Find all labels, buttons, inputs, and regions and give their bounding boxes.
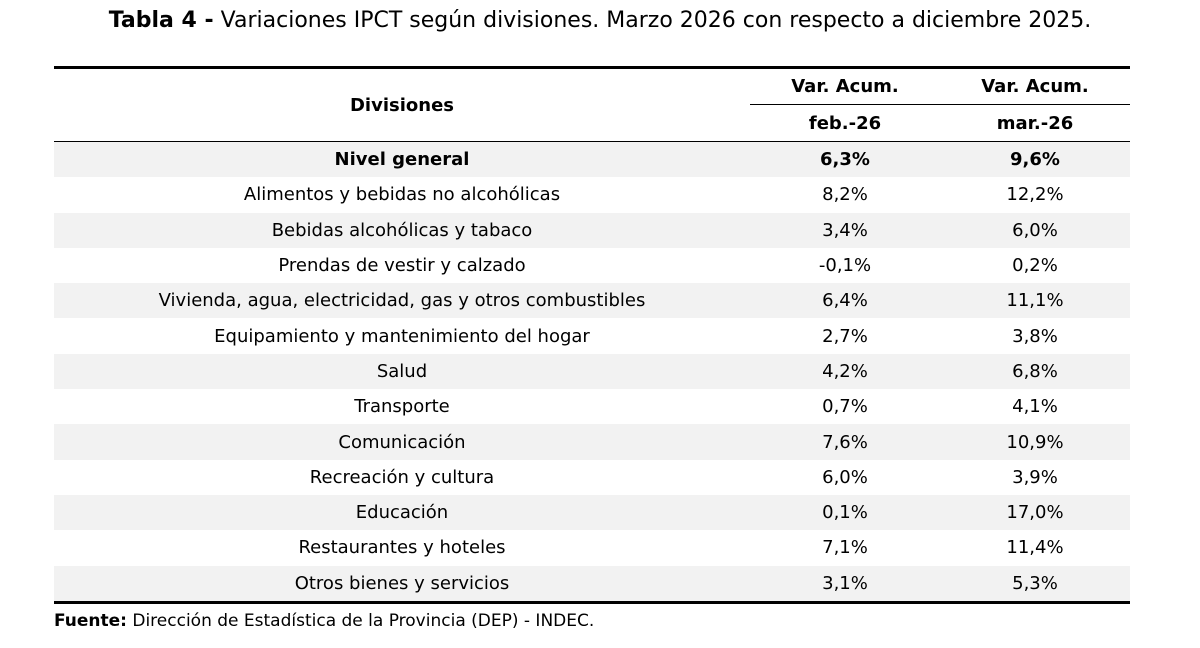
table-top-rule — [54, 66, 1130, 69]
ipct-table: Divisiones Var. Acum. Var. Acum. feb.-26… — [54, 69, 1130, 604]
value-feb: 7,1% — [822, 537, 868, 559]
table-row: Recreación y cultura 6,0% 3,9% — [54, 460, 1130, 495]
division-name: Equipamiento y mantenimiento del hogar — [214, 325, 590, 347]
value-feb: 7,6% — [750, 424, 940, 460]
value-mar: 5,3% — [940, 565, 1130, 604]
table-row: Otros bienes y servicios 3,1% 5,3% — [54, 565, 1130, 604]
table-row: Restaurantes y hoteles 7,1% 11,4% — [54, 530, 1130, 565]
table-row: Salud 4,2% 6,8% — [54, 353, 1130, 390]
value-mar: 11,1% — [940, 283, 1130, 319]
table-title: Tabla 4 - Variaciones IPCT según divisio… — [0, 4, 1200, 38]
value-feb: 6,3% — [750, 141, 940, 178]
value-mar: 4,1% — [1012, 396, 1058, 418]
source-label: Fuente: — [54, 611, 127, 631]
value-mar: 3,9% — [1012, 466, 1058, 488]
value-feb: 0,7% — [822, 396, 868, 418]
table-header: Divisiones Var. Acum. Var. Acum. feb.-26… — [54, 69, 1130, 142]
table-row: Comunicación 7,6% 10,9% — [54, 424, 1130, 460]
division-name: Prendas de vestir y calzado — [278, 255, 526, 277]
header-var-acum-mar: Var. Acum. — [940, 69, 1130, 105]
header-row-sub: feb.-26 mar.-26 — [54, 104, 1130, 142]
value-mar: 11,4% — [1006, 537, 1064, 559]
value-feb: 3,1% — [750, 565, 940, 604]
value-mar: 0,2% — [1012, 255, 1058, 277]
table-body: Nivel general 6,3% 9,6% Alimentos y bebi… — [54, 141, 1130, 604]
header-feb-26: feb.-26 — [750, 104, 940, 142]
table-row: Transporte 0,7% 4,1% — [54, 389, 1130, 424]
ipct-table-container: Divisiones Var. Acum. Var. Acum. feb.-26… — [54, 66, 1130, 604]
header-divisions: Divisiones — [54, 69, 750, 142]
value-mar: 10,9% — [940, 424, 1130, 460]
source-note: Fuente: Dirección de Estadística de la P… — [54, 609, 594, 633]
table-title-lead: Tabla 4 - — [108, 8, 214, 33]
value-feb: -0,1% — [818, 255, 872, 277]
division-name: Restaurantes y hoteles — [298, 537, 506, 559]
value-feb: 3,4% — [750, 212, 940, 248]
table-row: Nivel general 6,3% 9,6% — [54, 141, 1130, 178]
division-name: Otros bienes y servicios — [54, 565, 750, 604]
value-feb: 0,1% — [750, 494, 940, 531]
division-name: Alimentos y bebidas no alcohólicas — [243, 184, 561, 206]
table-row: Prendas de vestir y calzado -0,1% 0,2% — [54, 248, 1130, 283]
source-text: Dirección de Estadística de la Provincia… — [126, 611, 595, 631]
table-row: Vivienda, agua, electricidad, gas y otro… — [54, 283, 1130, 319]
division-name: Comunicación — [54, 424, 750, 460]
division-name: Transporte — [354, 396, 450, 418]
value-mar: 3,8% — [1012, 325, 1058, 347]
header-var-acum-feb: Var. Acum. — [750, 69, 940, 105]
value-mar: 17,0% — [940, 494, 1130, 531]
header-mar-26: mar.-26 — [940, 104, 1130, 142]
division-name: Salud — [54, 353, 750, 390]
division-name: Nivel general — [54, 141, 750, 178]
value-mar: 9,6% — [940, 141, 1130, 178]
value-mar: 12,2% — [1006, 184, 1064, 206]
table-title-text: Variaciones IPCT según divisiones. Marzo… — [213, 8, 1092, 33]
table-row: Educación 0,1% 17,0% — [54, 494, 1130, 531]
value-feb: 6,4% — [750, 283, 940, 319]
value-feb: 2,7% — [822, 325, 868, 347]
table-row: Equipamiento y mantenimiento del hogar 2… — [54, 318, 1130, 353]
division-name: Recreación y cultura — [309, 466, 495, 488]
value-feb: 6,0% — [822, 466, 868, 488]
division-name: Bebidas alcohólicas y tabaco — [54, 212, 750, 248]
value-mar: 6,8% — [940, 353, 1130, 390]
division-name: Vivienda, agua, electricidad, gas y otro… — [54, 283, 750, 319]
table-row: Bebidas alcohólicas y tabaco 3,4% 6,0% — [54, 212, 1130, 248]
value-mar: 6,0% — [940, 212, 1130, 248]
header-row-top: Divisiones Var. Acum. Var. Acum. — [54, 69, 1130, 142]
table-row: Alimentos y bebidas no alcohólicas 8,2% … — [54, 177, 1130, 212]
division-name: Educación — [54, 494, 750, 531]
value-feb: 4,2% — [750, 353, 940, 390]
value-feb: 8,2% — [822, 184, 868, 206]
